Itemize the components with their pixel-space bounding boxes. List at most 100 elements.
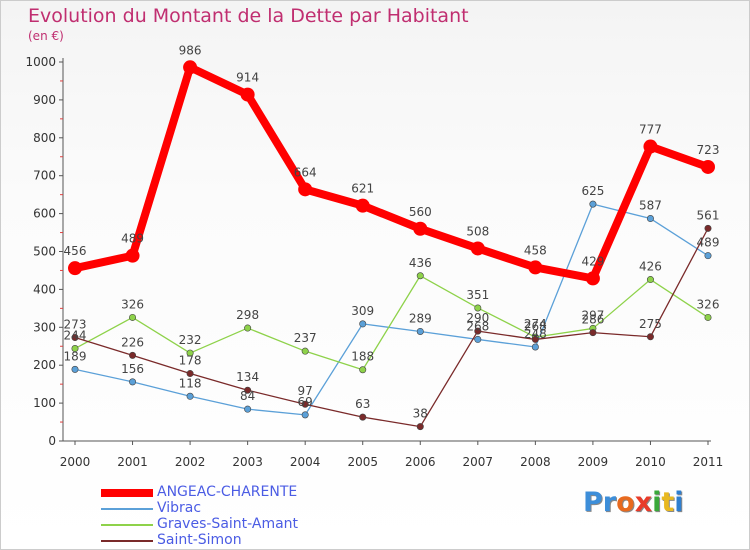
data-point <box>470 241 485 256</box>
data-label: 298 <box>236 308 259 322</box>
data-label: 84 <box>240 389 255 403</box>
data-label: 244 <box>64 329 87 343</box>
data-label: 621 <box>351 182 374 196</box>
logo-letter: o <box>616 487 635 518</box>
data-label: 286 <box>581 313 604 327</box>
series-line-3 <box>74 227 709 428</box>
data-label: 289 <box>409 311 432 325</box>
series-line-2 <box>74 275 709 371</box>
data-point <box>298 182 313 197</box>
x-tick-label: 2001 <box>117 455 148 469</box>
data-point <box>240 87 255 102</box>
proxiti-logo: Proxiti <box>583 487 684 518</box>
data-label: 134 <box>236 370 259 384</box>
axes: 0 100 200 300 400 500 600 700 800 900 1000 2000 2001… <box>25 55 723 469</box>
data-label: 914 <box>236 71 259 85</box>
data-label: 625 <box>581 184 604 198</box>
data-point <box>474 335 482 343</box>
data-point <box>359 413 367 421</box>
legend-label: ANGEAC-CHARENTE <box>157 484 298 500</box>
data-label: 232 <box>179 333 202 347</box>
data-label: 587 <box>639 199 662 213</box>
data-label: 38 <box>413 407 428 421</box>
data-point <box>701 159 715 174</box>
data-point <box>643 139 658 154</box>
x-tick-label: 2000 <box>60 455 91 469</box>
data-label: 560 <box>409 205 432 219</box>
logo-letter: r <box>602 487 617 518</box>
y-tick-label: 100 <box>33 396 56 410</box>
data-point <box>244 405 252 413</box>
x-tick-label: 2011 <box>693 455 724 469</box>
data-label: 226 <box>121 335 144 349</box>
x-tick-label: 2007 <box>463 455 494 469</box>
data-label: 97 <box>298 384 313 398</box>
data-label: 156 <box>121 362 144 376</box>
legend-label: Vibrac <box>157 500 202 516</box>
data-point <box>301 347 309 355</box>
data-point <box>531 335 539 343</box>
data-label: 723 <box>697 143 720 157</box>
data-point <box>186 392 194 400</box>
data-point <box>301 411 309 419</box>
data-point <box>355 198 370 213</box>
data-point <box>528 260 543 275</box>
data-point <box>589 200 597 208</box>
legend-swatch <box>101 540 153 542</box>
x-tick-label: 2005 <box>347 455 378 469</box>
series-line-0 <box>71 63 712 283</box>
legend-label: Saint-Simon <box>157 532 242 548</box>
y-tick-label: 500 <box>33 245 56 259</box>
x-tick-label: 2003 <box>232 455 263 469</box>
data-label: 268 <box>466 319 489 333</box>
data-label: 69 <box>298 395 313 409</box>
data-label: 489 <box>697 236 720 250</box>
y-tick-label: 900 <box>33 93 56 107</box>
legend-label: Graves-Saint-Amant <box>157 516 299 532</box>
series-line-1 <box>74 203 709 416</box>
data-label: 290 <box>466 311 489 325</box>
data-point <box>704 313 712 321</box>
data-point <box>474 304 482 312</box>
data-label: 248 <box>524 327 547 341</box>
x-tick-label: 2002 <box>175 455 206 469</box>
data-label: 178 <box>179 354 202 368</box>
data-point <box>589 329 597 337</box>
chart-unit-label: (en €) <box>28 29 64 43</box>
data-point <box>71 365 79 373</box>
data-point <box>186 370 194 378</box>
data-label: 426 <box>639 260 662 274</box>
y-tick-label: 200 <box>33 358 56 372</box>
data-point <box>129 351 137 359</box>
data-point <box>359 320 367 328</box>
data-label: 326 <box>697 297 720 311</box>
y-tick-label: 800 <box>33 131 56 145</box>
data-point <box>416 423 424 431</box>
data-label: 561 <box>697 208 720 222</box>
data-label: 986 <box>179 43 202 57</box>
data-label: 508 <box>466 224 489 238</box>
data-label: 268 <box>524 319 547 333</box>
data-label: 489 <box>121 232 144 246</box>
data-point <box>71 334 79 342</box>
data-label: 309 <box>351 304 374 318</box>
data-point <box>129 378 137 386</box>
y-tick-label: 600 <box>33 207 56 221</box>
data-point <box>531 343 539 351</box>
data-label: 436 <box>409 256 432 270</box>
data-label: 351 <box>466 288 489 302</box>
data-label: 273 <box>64 318 87 332</box>
data-point <box>129 313 137 321</box>
data-label: 274 <box>524 317 547 331</box>
data-point <box>704 252 712 260</box>
data-label: 189 <box>64 349 87 363</box>
data-point <box>244 386 252 394</box>
logo-letter: t <box>661 487 675 518</box>
logo-letter: x <box>634 487 653 518</box>
data-label: 456 <box>64 244 87 258</box>
data-point <box>71 345 79 353</box>
data-label: 188 <box>351 350 374 364</box>
